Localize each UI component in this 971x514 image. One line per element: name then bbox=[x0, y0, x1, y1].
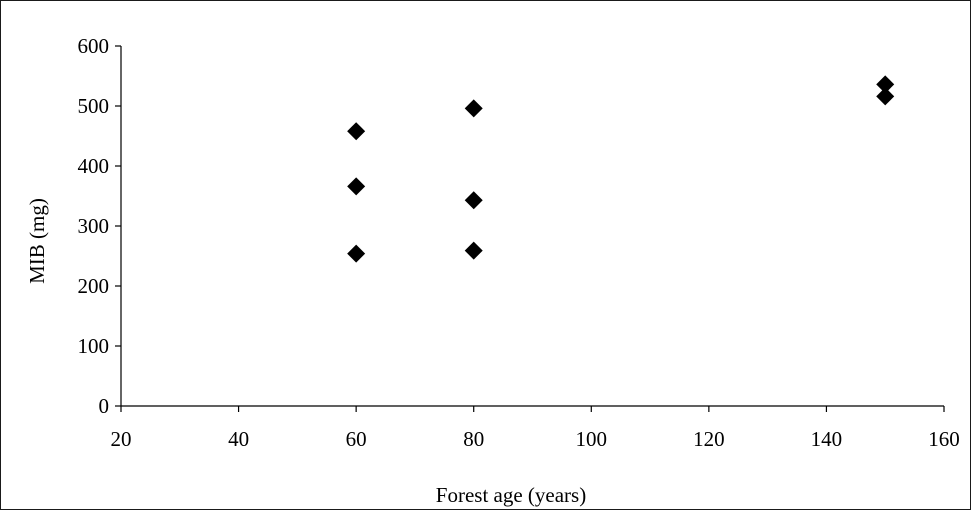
data-point bbox=[464, 99, 483, 118]
x-tick-label: 60 bbox=[346, 427, 367, 451]
data-point bbox=[876, 75, 895, 94]
x-tick-label: 80 bbox=[463, 427, 484, 451]
y-tick-label: 0 bbox=[99, 394, 110, 418]
x-axis-title: Forest age (years) bbox=[436, 483, 586, 507]
data-point bbox=[347, 177, 366, 196]
x-tick-label: 100 bbox=[576, 427, 608, 451]
x-tick-label: 140 bbox=[811, 427, 843, 451]
x-tick-label: 120 bbox=[693, 427, 725, 451]
axes bbox=[120, 46, 944, 407]
y-tick-label: 600 bbox=[78, 34, 110, 58]
y-tick-label: 300 bbox=[78, 214, 110, 238]
tick-marks bbox=[115, 45, 945, 412]
data-point bbox=[347, 122, 366, 141]
data-point bbox=[464, 191, 483, 210]
data-point bbox=[347, 244, 366, 263]
y-tick-label: 400 bbox=[78, 154, 110, 178]
y-tick-label: 200 bbox=[78, 274, 110, 298]
y-axis-title: MIB (mg) bbox=[25, 198, 49, 284]
data-points bbox=[347, 75, 895, 263]
x-tick-label: 160 bbox=[928, 427, 960, 451]
y-tick-label: 500 bbox=[78, 94, 110, 118]
x-tick-label: 40 bbox=[228, 427, 249, 451]
data-point bbox=[876, 87, 895, 106]
x-tick-label: 20 bbox=[111, 427, 132, 451]
y-tick-label: 100 bbox=[78, 334, 110, 358]
data-point bbox=[464, 241, 483, 260]
tick-labels: 0 100 200 300 400 500 600 20 40 60 80 100 120 140 160 bbox=[78, 34, 960, 451]
